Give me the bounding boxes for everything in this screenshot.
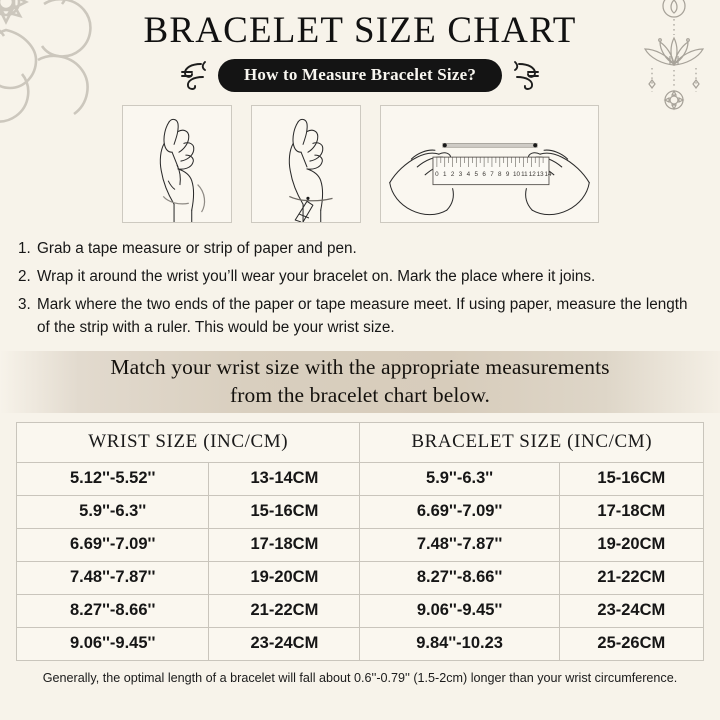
cell-bracelet-cm: 23-24CM [558,593,705,628]
cell-wrist-inch: 7.48''-7.87'' [15,560,210,595]
cell-bracelet-cm: 17-18CM [558,494,705,529]
svg-text:6: 6 [482,170,486,177]
size-table-wrapper: WRIST SIZE (INC/CM) BRACELET SIZE (INC/C… [0,421,720,661]
step-item: 3. Mark where the two ends of the paper … [18,293,704,340]
step-number: 3. [18,296,31,314]
svg-text:2: 2 [450,170,454,177]
cell-bracelet-cm: 21-22CM [558,560,705,595]
step-text: Grab a tape measure or strip of paper an… [37,239,357,257]
table-row: 5.12''-5.52'' 13-14CM 5.9''-6.3'' 15-16C… [15,461,705,496]
cell-wrist-inch: 6.69''-7.09'' [15,527,210,562]
header: BRACELET SIZE CHART How to Measure Brace… [0,0,720,93]
step-item: 2. Wrap it around the wrist you’ll wear … [18,265,704,288]
cell-wrist-cm: 13-14CM [208,461,361,496]
cell-wrist-cm: 23-24CM [208,626,361,661]
illustration-panel-2 [250,104,361,223]
cell-wrist-cm: 17-18CM [208,527,361,562]
svg-text:5: 5 [474,170,478,177]
svg-text:1: 1 [443,170,447,177]
cell-bracelet-cm: 19-20CM [558,527,705,562]
step-number: 1. [18,239,31,257]
svg-text:13: 13 [536,170,543,177]
cell-bracelet-inch: 5.9''-6.3'' [359,461,560,496]
measure-steps-list: 1. Grab a tape measure or strip of paper… [0,237,720,340]
hand-with-tape-icon [159,118,205,222]
cell-wrist-cm: 21-22CM [208,593,361,628]
step-text: Wrap it around the wrist you’ll wear you… [37,267,596,285]
step-item: 1. Grab a tape measure or strip of paper… [18,237,704,260]
hand-marking-with-pen-icon [288,118,333,222]
how-to-measure-badge: How to Measure Bracelet Size? [217,59,503,92]
cell-bracelet-inch: 7.48''-7.87'' [359,527,560,562]
badge-row: How to Measure Bracelet Size? [0,59,720,93]
svg-text:14: 14 [544,170,551,177]
column-header-bracelet-size: BRACELET SIZE (INC/CM) [359,421,704,463]
svg-text:3: 3 [458,170,462,177]
svg-text:7: 7 [490,170,494,177]
flourish-left-icon [181,60,206,90]
table-row: 8.27''-8.66'' 21-22CM 9.06''-9.45'' 23-2… [15,593,705,628]
cell-bracelet-inch: 8.27''-8.66'' [359,560,560,595]
table-header-row: WRIST SIZE (INC/CM) BRACELET SIZE (INC/C… [15,421,704,463]
flourish-right-icon [514,60,539,90]
cell-wrist-cm: 19-20CM [208,560,361,595]
page-title: BRACELET SIZE CHART [143,10,577,51]
table-row: 5.9''-6.3'' 15-16CM 6.69''-7.09'' 17-18C… [15,494,705,529]
table-row: 6.69''-7.09'' 17-18CM 7.48''-7.87'' 19-2… [15,527,705,562]
cell-bracelet-cm: 15-16CM [558,461,705,496]
cell-wrist-cm: 15-16CM [208,494,361,529]
svg-text:10: 10 [513,170,520,177]
cell-bracelet-inch: 9.84''-10.23 [359,626,560,661]
table-row: 9.06''-9.45'' 23-24CM 9.84''-10.23 25-26… [15,626,705,661]
match-wrist-size-banner: Match your wrist size with the appropria… [0,350,720,413]
svg-text:12: 12 [528,170,535,177]
cell-bracelet-inch: 9.06''-9.45'' [359,593,560,628]
footnote-text: Generally, the optimal length of a brace… [42,670,678,685]
cell-bracelet-inch: 6.69''-7.09'' [359,494,560,529]
illustration-panel-1 [121,104,232,223]
column-header-wrist-size: WRIST SIZE (INC/CM) [15,421,361,463]
svg-text:8: 8 [498,170,502,177]
banner-line-1: Match your wrist size with the appropria… [110,355,610,380]
banner-line-2: from the bracelet chart below. [229,382,491,407]
bracelet-size-table: WRIST SIZE (INC/CM) BRACELET SIZE (INC/C… [15,421,705,661]
table-row: 7.48''-7.87'' 19-20CM 8.27''-8.66'' 21-2… [15,560,705,595]
svg-text:0: 0 [435,170,439,177]
svg-text:11: 11 [521,170,528,177]
svg-text:4: 4 [466,170,470,177]
cell-wrist-inch: 9.06''-9.45'' [15,626,210,661]
cell-wrist-inch: 8.27''-8.66'' [15,593,210,628]
svg-text:9: 9 [505,170,509,177]
cell-wrist-inch: 5.9''-6.3'' [15,494,210,529]
step-text: Mark where the two ends of the paper or … [37,296,688,337]
cell-wrist-inch: 5.12''-5.52'' [15,461,210,496]
cell-bracelet-cm: 25-26CM [558,626,705,661]
step-number: 2. [18,267,31,285]
